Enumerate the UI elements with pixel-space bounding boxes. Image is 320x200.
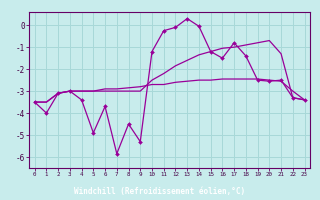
Text: Windchill (Refroidissement éolien,°C): Windchill (Refroidissement éolien,°C) [75, 187, 245, 196]
